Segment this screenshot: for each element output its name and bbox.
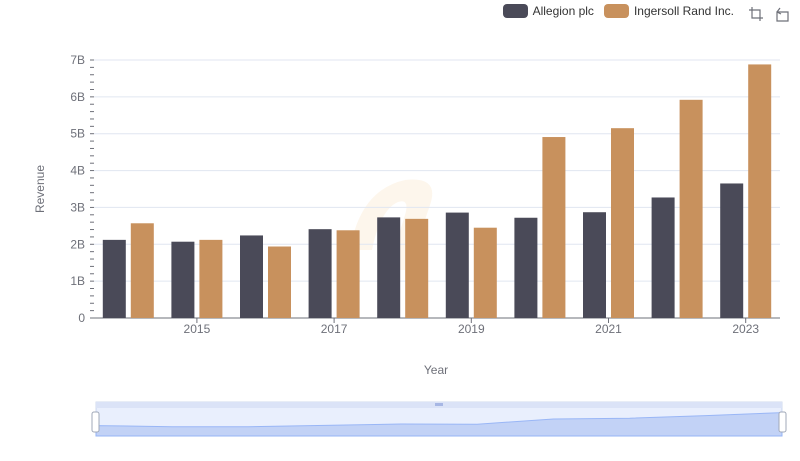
data-zoom-handle-left[interactable] <box>91 411 100 433</box>
bar-ingersoll-2015[interactable] <box>199 239 223 318</box>
data-zoom-slider[interactable] <box>91 401 787 437</box>
y-tick-label: 4B <box>70 164 85 178</box>
bar-allegion-2018[interactable] <box>377 217 401 318</box>
data-zoom-drag-grip[interactable] <box>435 403 443 406</box>
y-tick-label: 2B <box>70 237 85 251</box>
bar-ingersoll-2016[interactable] <box>268 246 291 318</box>
y-axis-label: Revenue <box>33 165 47 213</box>
x-tick-label: 2023 <box>732 322 759 336</box>
y-tick-label: 1B <box>70 274 85 288</box>
x-axis-label: Year <box>424 363 448 377</box>
legend-label-ingersoll: Ingersoll Rand Inc. <box>633 4 734 18</box>
y-tick-label: 7B <box>70 53 85 67</box>
x-tick-label: 2015 <box>184 322 211 336</box>
legend: Allegion plc Ingersoll Rand Inc. <box>502 4 734 18</box>
bar-ingersoll-2022[interactable] <box>679 99 703 318</box>
y-tick-label: 6B <box>70 90 85 104</box>
bar-ingersoll-2018[interactable] <box>405 218 429 318</box>
x-tick-label: 2017 <box>321 322 348 336</box>
bar-ingersoll-2023[interactable] <box>748 64 772 319</box>
bar-ingersoll-2019[interactable] <box>473 227 497 318</box>
y-tick-label: 0 <box>78 311 85 325</box>
bar-allegion-2021[interactable] <box>583 212 606 318</box>
legend-swatch-ingersoll <box>603 4 629 18</box>
bar-allegion-2017[interactable] <box>308 229 332 318</box>
bar-allegion-2020[interactable] <box>514 217 538 318</box>
bar-allegion-2015[interactable] <box>171 241 195 318</box>
bar-ingersoll-2021[interactable] <box>611 128 634 318</box>
zoom-reset-icon[interactable] <box>774 6 790 22</box>
bar-allegion-2019[interactable] <box>445 212 469 318</box>
data-zoom-handle-right[interactable] <box>778 411 787 433</box>
legend-item-ingersoll[interactable]: Ingersoll Rand Inc. <box>603 4 734 18</box>
legend-label-allegion: Allegion plc <box>532 4 594 18</box>
bar-allegion-2022[interactable] <box>651 197 675 318</box>
toolbox <box>748 6 790 22</box>
bar-allegion-2016[interactable] <box>240 235 263 318</box>
x-tick-label: 2019 <box>458 322 485 336</box>
x-tick-label: 2021 <box>595 322 622 336</box>
bar-ingersoll-2020[interactable] <box>542 137 566 318</box>
legend-item-allegion[interactable]: Allegion plc <box>502 4 594 18</box>
zoom-select-icon[interactable] <box>748 6 764 22</box>
legend-swatch-allegion <box>502 4 528 18</box>
bar-ingersoll-2017[interactable] <box>336 230 360 318</box>
bar-allegion-2014[interactable] <box>102 239 126 318</box>
y-tick-label: 5B <box>70 127 85 141</box>
bar-allegion-2023[interactable] <box>720 183 744 318</box>
y-tick-label: 3B <box>70 200 85 214</box>
data-zoom-preview <box>95 412 783 437</box>
bar-ingersoll-2014[interactable] <box>130 223 154 318</box>
